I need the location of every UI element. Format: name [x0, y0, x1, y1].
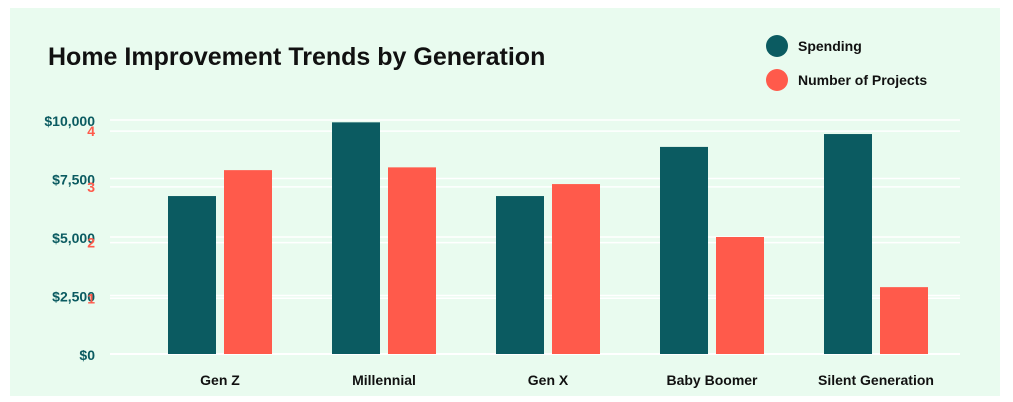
legend-label-number-of-projects: Number of Projects	[798, 72, 927, 88]
projects-tick-label: 3	[87, 179, 95, 195]
legend: Spending Number of Projects	[766, 35, 927, 91]
chart-card: Home Improvement Trends by Generation Sp…	[10, 8, 1000, 396]
category-label-millennial: Millennial	[352, 372, 416, 388]
bars	[168, 122, 928, 354]
spending-tick-label: $0	[79, 347, 95, 363]
category-label-gen-x: Gen X	[528, 372, 569, 388]
projects-tick-label: 4	[87, 123, 95, 139]
category-label-gen-z: Gen Z	[200, 372, 240, 388]
legend-label-spending: Spending	[798, 38, 862, 54]
grouped-bar-chart: Home Improvement Trends by Generation Sp…	[10, 8, 1000, 396]
bar-number-of-projects-millennial	[388, 167, 436, 354]
category-axis: Gen Z Millennial Gen X Baby Boomer Silent Ge…	[200, 372, 934, 388]
bar-number-of-projects-baby-boomer	[716, 237, 764, 354]
legend-swatch-number-of-projects	[766, 69, 788, 91]
projects-axis: 1 2 3 4	[87, 123, 95, 306]
chart-title: Home Improvement Trends by Generation	[48, 43, 545, 71]
spending-tick-label: $7,500	[52, 172, 95, 188]
bar-spending-baby-boomer	[660, 146, 708, 354]
bar-number-of-projects-gen-x	[552, 184, 600, 354]
bar-spending-gen-z	[168, 196, 216, 354]
bar-number-of-projects-gen-z	[224, 170, 272, 354]
bar-spending-millennial	[332, 122, 380, 354]
spending-tick-label: $2,500	[52, 289, 95, 305]
spending-axis: $0 $2,500 $5,000 $7,500 $10,000	[44, 113, 95, 363]
spending-tick-label: $10,000	[44, 113, 95, 129]
projects-tick-label: 2	[87, 235, 95, 251]
projects-tick-label: 1	[87, 290, 95, 306]
legend-swatch-spending	[766, 35, 788, 57]
category-label-silent-generation: Silent Generation	[818, 372, 934, 388]
category-label-baby-boomer: Baby Boomer	[666, 372, 758, 388]
bar-spending-gen-x	[496, 196, 544, 354]
bar-spending-silent-generation	[824, 134, 872, 354]
spending-tick-label: $5,000	[52, 230, 95, 246]
bar-number-of-projects-silent-generation	[880, 287, 928, 354]
